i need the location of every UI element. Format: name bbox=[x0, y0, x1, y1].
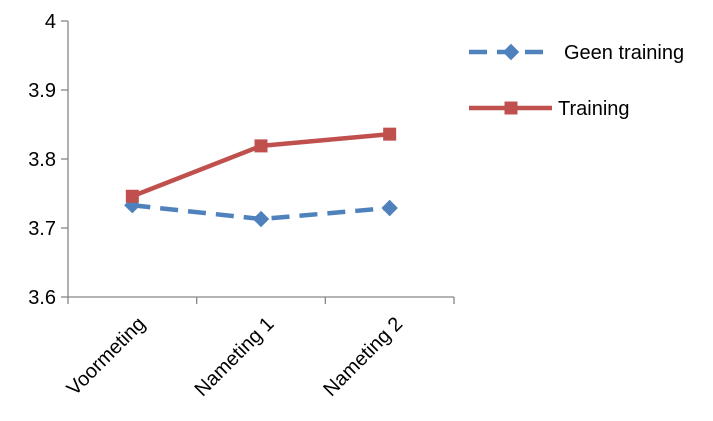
series-0 bbox=[124, 197, 398, 228]
y-tick-label: 3.8 bbox=[28, 149, 56, 171]
data-point bbox=[125, 189, 139, 203]
x-tick-label: Nameting 1 bbox=[191, 313, 279, 401]
chart-legend: Geen training Training bbox=[469, 42, 684, 120]
y-tick-label: 3.7 bbox=[28, 218, 56, 240]
legend-label: Geen training bbox=[564, 42, 684, 64]
series-layer bbox=[124, 127, 398, 228]
legend-item: Geen training bbox=[469, 42, 684, 64]
legend-marker bbox=[502, 43, 520, 61]
data-point bbox=[381, 199, 398, 217]
data-point bbox=[252, 210, 270, 228]
legend-label: Training bbox=[558, 98, 630, 120]
chart-axes bbox=[67, 21, 454, 298]
x-tick-label: Voormeting bbox=[63, 313, 150, 400]
y-tick-label: 3.9 bbox=[28, 80, 56, 102]
data-point bbox=[254, 139, 268, 153]
x-tick-label: Nameting 2 bbox=[319, 313, 407, 401]
series-1 bbox=[125, 127, 397, 203]
y-tick-label: 3.6 bbox=[28, 287, 56, 309]
legend-marker bbox=[504, 101, 518, 115]
legend-item: Training bbox=[469, 98, 630, 120]
data-point bbox=[383, 127, 397, 141]
y-tick-label: 4 bbox=[45, 11, 56, 33]
x-axis-ticks: Voormeting Nameting 1 Nameting 2 bbox=[63, 297, 455, 401]
y-axis-ticks: 3.6 3.7 3.8 3.9 4 bbox=[28, 11, 68, 309]
